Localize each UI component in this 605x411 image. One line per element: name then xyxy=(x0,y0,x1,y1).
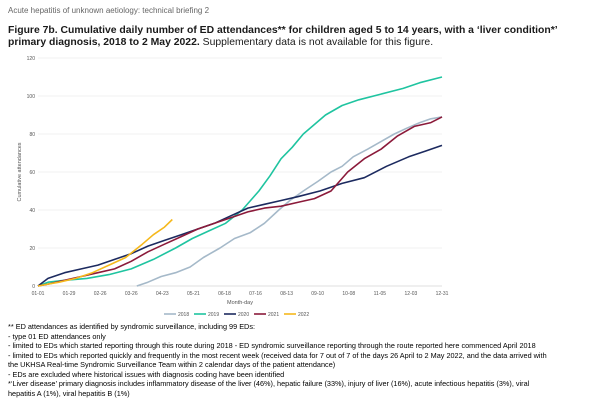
note-line: ** ED attendances as identified by syndr… xyxy=(8,322,256,331)
legend-label-2020: 2020 xyxy=(238,312,249,318)
x-tick-label: 07-16 xyxy=(249,291,262,297)
note-line: the UKHSA Real-time Syndromic Surveillan… xyxy=(8,360,336,369)
series-line-2021 xyxy=(37,116,443,287)
y-tick-label: 80 xyxy=(29,132,35,138)
legend-label-2022: 2022 xyxy=(298,312,309,318)
y-tick-label: 120 xyxy=(27,56,36,62)
figure-title-note: Supplementary data is not available for … xyxy=(199,37,434,48)
x-axis-ticks: 01-01 01-29 02-26 03-26 04-23 05-21 06-18 07-16… xyxy=(32,291,449,297)
y-tick-label: 20 xyxy=(29,246,35,252)
figure-title: Figure 7b. Cumulative daily number of ED… xyxy=(8,25,598,49)
x-tick-label: 01-01 xyxy=(32,291,45,297)
y-tick-label: 40 xyxy=(29,208,35,214)
x-tick-label: 01-29 xyxy=(63,291,76,297)
y-tick-label: 100 xyxy=(27,94,36,100)
document-header: Acute hepatitis of unknown aetiology: te… xyxy=(8,6,210,15)
x-tick-label: 04-23 xyxy=(156,291,169,297)
series-line-2022 xyxy=(37,218,173,287)
chart-grid xyxy=(38,57,442,287)
x-tick-label: 09-10 xyxy=(311,291,324,297)
legend-label-2021: 2021 xyxy=(268,312,279,318)
note-line: - type 01 ED attendances only xyxy=(8,331,106,341)
series-line-2019 xyxy=(37,76,443,287)
series-line-2018 xyxy=(136,116,443,287)
legend-label-2019: 2019 xyxy=(208,312,219,318)
y-axis-ticks: 0 20 40 60 80 100 120 xyxy=(27,56,36,290)
x-tick-label: 12-31 xyxy=(436,291,449,297)
note-line: - limited to EDs which started reporting… xyxy=(8,341,536,350)
note-line: - EDs are excluded where historical issu… xyxy=(8,369,285,379)
chart-legend: 2018 2019 2020 2021 2022 xyxy=(164,312,309,318)
x-tick-label: 10-08 xyxy=(342,291,355,297)
x-axis-label: Month-day xyxy=(227,300,253,306)
x-tick-label: 08-13 xyxy=(280,291,293,297)
x-tick-label: 02-26 xyxy=(94,291,107,297)
figure-notes: ** ED attendances as identified by syndr… xyxy=(8,322,602,398)
y-tick-label: 0 xyxy=(32,284,35,290)
note-line: hepatitis A (1%), viral hepatitis B (1%) xyxy=(8,388,130,398)
note-line: - limited to EDs which reported quickly … xyxy=(8,350,547,360)
series-line-2020 xyxy=(37,144,443,287)
line-chart: 0 20 40 60 80 100 120 01-01 01-29 02-26 03-26 04-2… xyxy=(17,56,449,318)
figure-title-bold: Figure 7b. Cumulative daily number of ED… xyxy=(8,25,558,48)
x-tick-label: 05-21 xyxy=(187,291,200,297)
y-axis-label: Cumulative attendances xyxy=(17,142,23,201)
x-tick-label: 12-03 xyxy=(405,291,418,297)
chart-series xyxy=(37,76,443,287)
y-tick-label: 60 xyxy=(29,170,35,176)
x-tick-label: 06-18 xyxy=(218,291,231,297)
note-line: *‘Liver disease’ primary diagnosis inclu… xyxy=(8,379,530,388)
legend-label-2018: 2018 xyxy=(178,312,189,318)
x-tick-label: 03-26 xyxy=(125,291,138,297)
x-tick-label: 11-05 xyxy=(374,291,387,297)
